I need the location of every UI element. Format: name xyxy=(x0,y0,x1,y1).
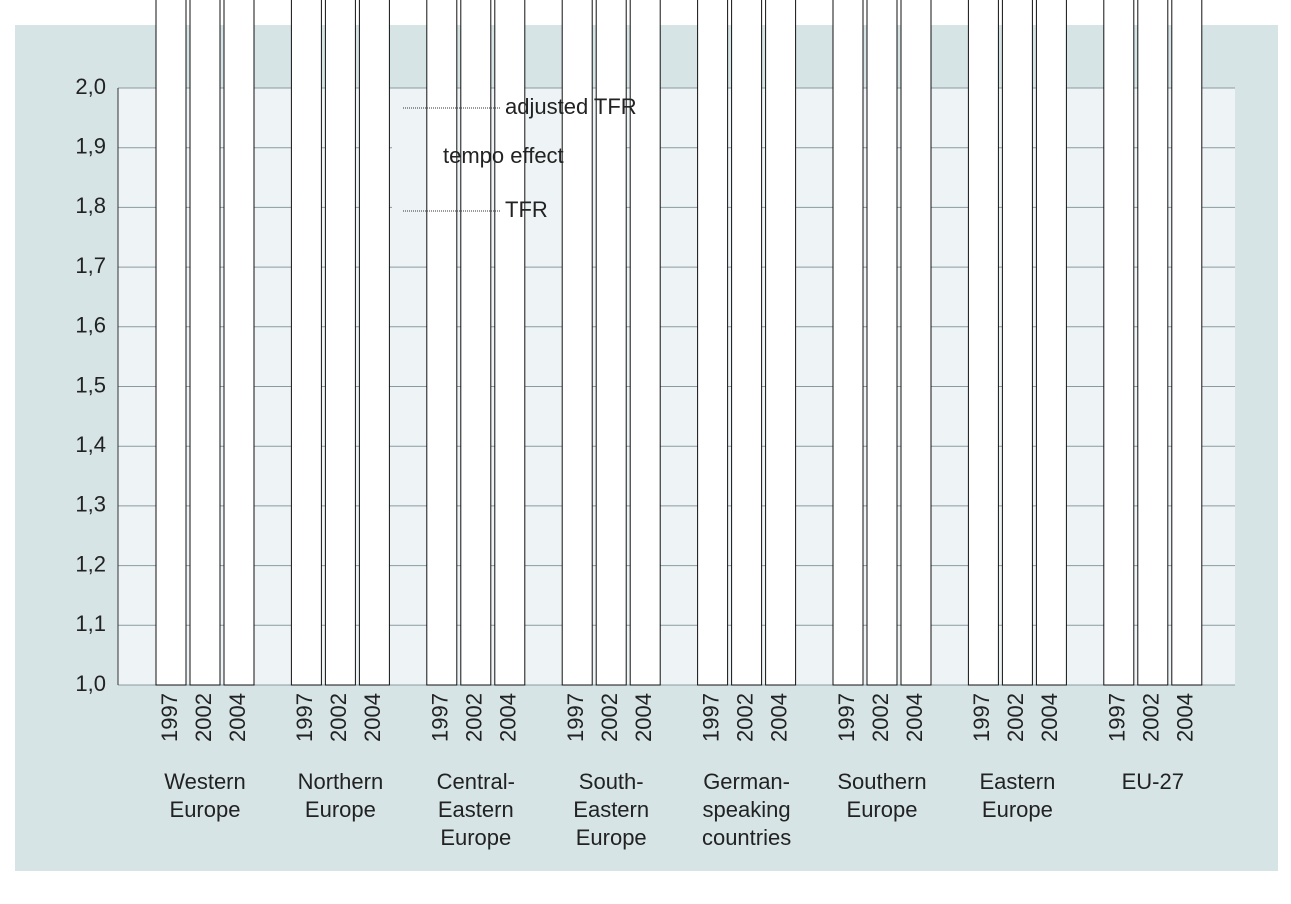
bar-segment xyxy=(561,0,593,686)
y-tick-label: 1,2 xyxy=(75,551,106,576)
group-label: Europe xyxy=(440,825,511,850)
bar-segment xyxy=(1035,0,1067,686)
y-tick-label: 1,9 xyxy=(75,134,106,159)
bar-segment xyxy=(967,0,999,686)
bar-segment xyxy=(460,0,492,686)
bar-segment xyxy=(290,0,322,686)
x-tick-label: 2002 xyxy=(191,693,216,742)
bar-segment xyxy=(1103,0,1135,686)
bar-segment xyxy=(832,0,864,686)
bar-segment xyxy=(189,0,221,686)
x-tick-label: 1997 xyxy=(428,693,453,742)
x-tick-label: 2002 xyxy=(326,693,351,742)
group-label: Europe xyxy=(576,825,647,850)
group-label: Eastern xyxy=(573,797,649,822)
bar-segment xyxy=(1001,0,1033,686)
group-label: Europe xyxy=(170,797,241,822)
bar-segment xyxy=(426,0,458,686)
annotation: tempo effect xyxy=(443,143,564,168)
x-tick-label: 1997 xyxy=(834,693,859,742)
x-tick-label: 1997 xyxy=(698,693,723,742)
x-tick-label: 2002 xyxy=(732,693,757,742)
annotation: adjusted TFR xyxy=(505,94,637,119)
y-tick-label: 1,3 xyxy=(75,492,106,517)
x-tick-label: 2002 xyxy=(1003,693,1028,742)
x-tick-label: 2002 xyxy=(597,693,622,742)
group-label: Southern xyxy=(837,769,926,794)
x-tick-label: 1997 xyxy=(157,693,182,742)
group-label: Western xyxy=(164,769,246,794)
x-tick-label: 1997 xyxy=(969,693,994,742)
annotation: TFR xyxy=(505,197,548,222)
y-tick-label: 1,4 xyxy=(75,432,106,457)
bar-segment xyxy=(223,0,255,686)
x-tick-label: 2004 xyxy=(496,693,521,742)
y-tick-label: 1,1 xyxy=(75,611,106,636)
y-tick-label: 1,6 xyxy=(75,313,106,338)
group-label: speaking xyxy=(703,797,791,822)
bar-segment xyxy=(358,0,390,686)
bar-segment xyxy=(595,0,627,686)
group-label: countries xyxy=(702,825,791,850)
group-label: Europe xyxy=(847,797,918,822)
group-label: Eastern xyxy=(438,797,514,822)
y-tick-label: 1,8 xyxy=(75,193,106,218)
bar-segment xyxy=(1137,0,1169,686)
x-tick-label: 2004 xyxy=(1037,693,1062,742)
x-tick-label: 2004 xyxy=(1173,693,1198,742)
y-tick-label: 1,0 xyxy=(75,671,106,696)
x-tick-label: 1997 xyxy=(292,693,317,742)
x-tick-label: 2004 xyxy=(360,693,385,742)
x-tick-label: 2002 xyxy=(868,693,893,742)
bar-segment xyxy=(765,0,797,686)
bar-segment xyxy=(866,0,898,686)
bar-segment xyxy=(1171,0,1203,686)
bar-segment xyxy=(155,0,187,686)
y-tick-label: 1,7 xyxy=(75,253,106,278)
x-tick-label: 2004 xyxy=(225,693,250,742)
x-tick-label: 2004 xyxy=(631,693,656,742)
group-label: Northern xyxy=(298,769,384,794)
group-label: EU-27 xyxy=(1122,769,1184,794)
bar-segment xyxy=(731,0,763,686)
group-label: Central- xyxy=(437,769,515,794)
group-label: German- xyxy=(703,769,790,794)
group-label: Europe xyxy=(305,797,376,822)
x-tick-label: 1997 xyxy=(563,693,588,742)
x-tick-label: 2004 xyxy=(902,693,927,742)
x-tick-label: 2002 xyxy=(462,693,487,742)
x-tick-label: 1997 xyxy=(1105,693,1130,742)
bar-segment xyxy=(324,0,356,686)
group-label: South- xyxy=(579,769,644,794)
bar-segment xyxy=(900,0,932,686)
bar-segment xyxy=(629,0,661,686)
bar-segment xyxy=(494,0,526,686)
x-tick-label: 2004 xyxy=(766,693,791,742)
bar-segment xyxy=(697,0,729,686)
y-tick-label: 2,0 xyxy=(75,74,106,99)
x-tick-label: 2002 xyxy=(1139,693,1164,742)
group-label: Europe xyxy=(982,797,1053,822)
y-tick-label: 1,5 xyxy=(75,372,106,397)
group-label: Eastern xyxy=(979,769,1055,794)
